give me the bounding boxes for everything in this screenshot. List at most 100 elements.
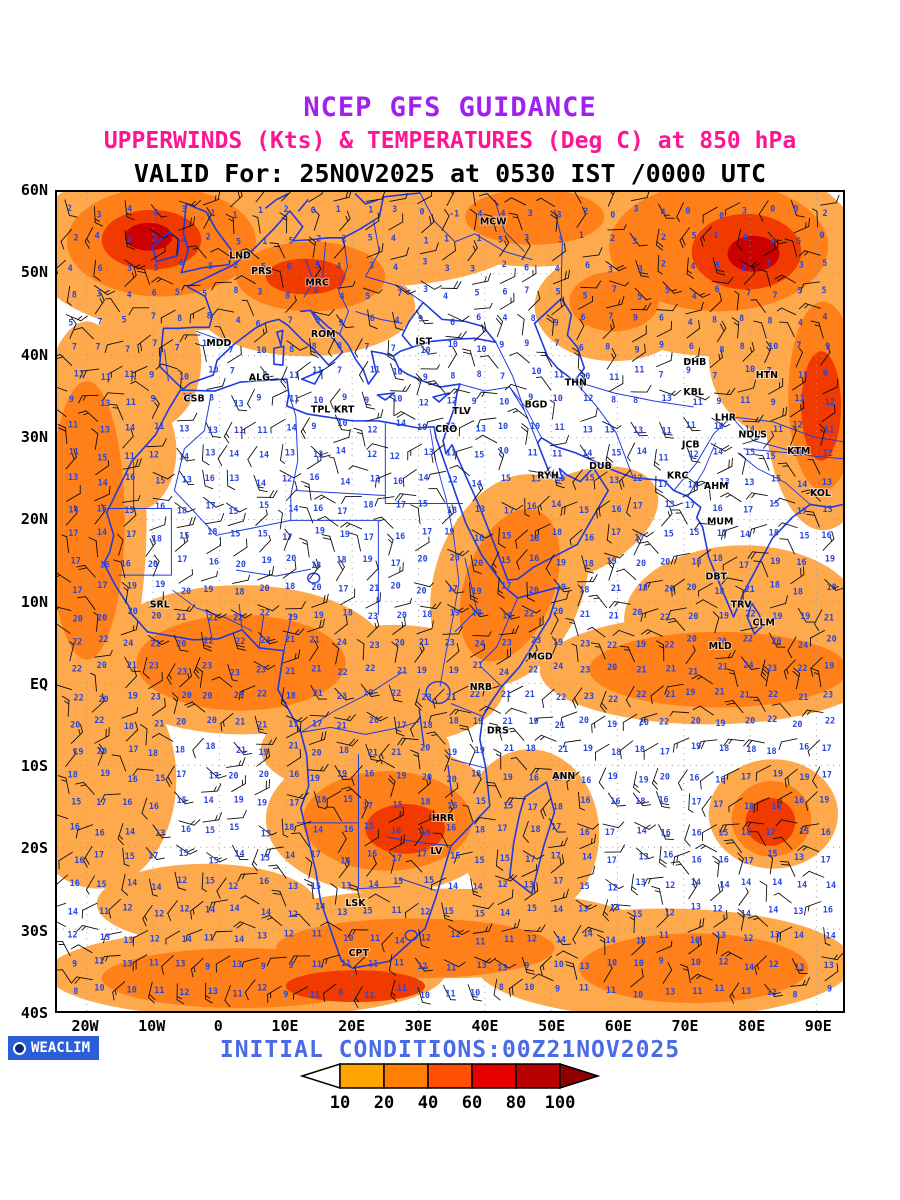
svg-text:21: 21 bbox=[504, 743, 514, 753]
svg-text:19: 19 bbox=[128, 691, 138, 701]
city-label: DRS bbox=[487, 725, 509, 736]
svg-text:2: 2 bbox=[741, 263, 746, 273]
svg-text:2: 2 bbox=[127, 234, 132, 244]
svg-text:6: 6 bbox=[585, 260, 590, 270]
svg-text:10: 10 bbox=[531, 366, 541, 376]
svg-text:20: 20 bbox=[97, 613, 107, 623]
svg-text:22: 22 bbox=[365, 663, 375, 673]
svg-text:23: 23 bbox=[368, 611, 378, 621]
svg-text:8: 8 bbox=[337, 341, 342, 351]
svg-text:11: 11 bbox=[257, 425, 267, 435]
svg-text:15: 15 bbox=[632, 909, 642, 919]
city-label: ANN bbox=[552, 771, 575, 782]
svg-text:9: 9 bbox=[554, 318, 559, 328]
svg-text:19: 19 bbox=[607, 719, 617, 729]
svg-text:20: 20 bbox=[579, 715, 589, 725]
svg-text:19: 19 bbox=[314, 610, 324, 620]
svg-text:1: 1 bbox=[713, 230, 718, 240]
svg-text:13: 13 bbox=[337, 907, 347, 917]
svg-text:13: 13 bbox=[122, 958, 132, 968]
svg-text:17: 17 bbox=[605, 827, 615, 837]
svg-text:11: 11 bbox=[368, 959, 378, 969]
svg-text:5: 5 bbox=[822, 285, 827, 295]
wind-barbs-layer bbox=[57, 192, 843, 1009]
svg-text:14: 14 bbox=[230, 903, 240, 913]
svg-text:16: 16 bbox=[121, 558, 131, 568]
svg-text:15: 15 bbox=[311, 881, 321, 891]
svg-text:20: 20 bbox=[660, 556, 670, 566]
svg-text:14: 14 bbox=[182, 934, 192, 944]
svg-text:6: 6 bbox=[98, 263, 103, 273]
svg-text:3: 3 bbox=[558, 234, 563, 244]
svg-text:16: 16 bbox=[527, 501, 537, 511]
svg-text:16: 16 bbox=[821, 530, 831, 540]
svg-text:16: 16 bbox=[529, 553, 539, 563]
svg-text:14: 14 bbox=[768, 904, 778, 914]
svg-text:17: 17 bbox=[525, 854, 535, 864]
svg-text:17: 17 bbox=[797, 506, 807, 516]
svg-text:16: 16 bbox=[128, 774, 138, 784]
svg-text:17: 17 bbox=[311, 849, 321, 859]
svg-text:3: 3 bbox=[524, 233, 529, 243]
svg-text:18: 18 bbox=[611, 747, 621, 757]
lon-label: 80E bbox=[738, 1017, 766, 1035]
svg-text:19: 19 bbox=[607, 556, 617, 566]
svg-text:15: 15 bbox=[611, 447, 621, 457]
svg-text:14: 14 bbox=[637, 446, 647, 456]
svg-text:9: 9 bbox=[69, 394, 74, 404]
svg-text:11: 11 bbox=[154, 985, 164, 995]
svg-text:19: 19 bbox=[553, 772, 563, 782]
city-label: HTN bbox=[756, 370, 778, 381]
svg-text:11: 11 bbox=[289, 370, 299, 380]
svg-text:13: 13 bbox=[822, 477, 832, 487]
svg-text:9: 9 bbox=[72, 959, 77, 969]
svg-text:21: 21 bbox=[176, 612, 186, 622]
svg-text:11: 11 bbox=[686, 420, 696, 430]
svg-text:12: 12 bbox=[182, 391, 192, 401]
svg-text:10: 10 bbox=[530, 421, 540, 431]
svg-text:13: 13 bbox=[205, 448, 215, 458]
svg-text:12: 12 bbox=[390, 451, 400, 461]
svg-text:7: 7 bbox=[500, 371, 505, 381]
svg-text:22: 22 bbox=[524, 609, 534, 619]
svg-text:8: 8 bbox=[312, 341, 317, 351]
svg-text:15: 15 bbox=[579, 505, 589, 515]
svg-text:3: 3 bbox=[153, 263, 158, 273]
city-label: MRC bbox=[305, 277, 329, 288]
svg-text:20: 20 bbox=[73, 613, 83, 623]
city-label: TLV bbox=[452, 406, 471, 417]
svg-text:22: 22 bbox=[664, 639, 674, 649]
svg-text:18: 18 bbox=[771, 801, 781, 811]
svg-text:16: 16 bbox=[719, 855, 729, 865]
svg-text:20: 20 bbox=[176, 638, 186, 648]
svg-text:14: 14 bbox=[797, 479, 807, 489]
svg-text:15: 15 bbox=[393, 800, 403, 810]
legend-label: 10 bbox=[330, 1093, 350, 1113]
svg-text:10: 10 bbox=[524, 982, 534, 992]
svg-text:20: 20 bbox=[553, 606, 563, 616]
svg-text:11: 11 bbox=[124, 369, 134, 379]
svg-text:23: 23 bbox=[256, 664, 266, 674]
svg-text:24: 24 bbox=[475, 638, 485, 648]
svg-text:22: 22 bbox=[203, 635, 213, 645]
svg-text:10: 10 bbox=[202, 338, 212, 348]
svg-text:23: 23 bbox=[149, 660, 159, 670]
svg-text:9: 9 bbox=[151, 393, 156, 403]
svg-text:11: 11 bbox=[94, 956, 104, 966]
svg-text:3: 3 bbox=[96, 288, 101, 298]
svg-text:7: 7 bbox=[97, 317, 102, 327]
svg-text:22: 22 bbox=[607, 640, 617, 650]
svg-text:10: 10 bbox=[634, 958, 644, 968]
svg-text:12: 12 bbox=[367, 449, 377, 459]
svg-text:12: 12 bbox=[420, 906, 430, 916]
svg-text:20: 20 bbox=[151, 611, 161, 621]
svg-text:22: 22 bbox=[94, 715, 104, 725]
svg-text:15: 15 bbox=[259, 500, 269, 510]
svg-text:18: 18 bbox=[285, 581, 295, 591]
svg-text:16: 16 bbox=[420, 828, 430, 838]
svg-text:12: 12 bbox=[713, 904, 723, 914]
svg-text:3: 3 bbox=[528, 208, 533, 218]
svg-text:19: 19 bbox=[502, 611, 512, 621]
svg-text:12: 12 bbox=[527, 933, 537, 943]
lon-label: 90E bbox=[804, 1017, 832, 1035]
